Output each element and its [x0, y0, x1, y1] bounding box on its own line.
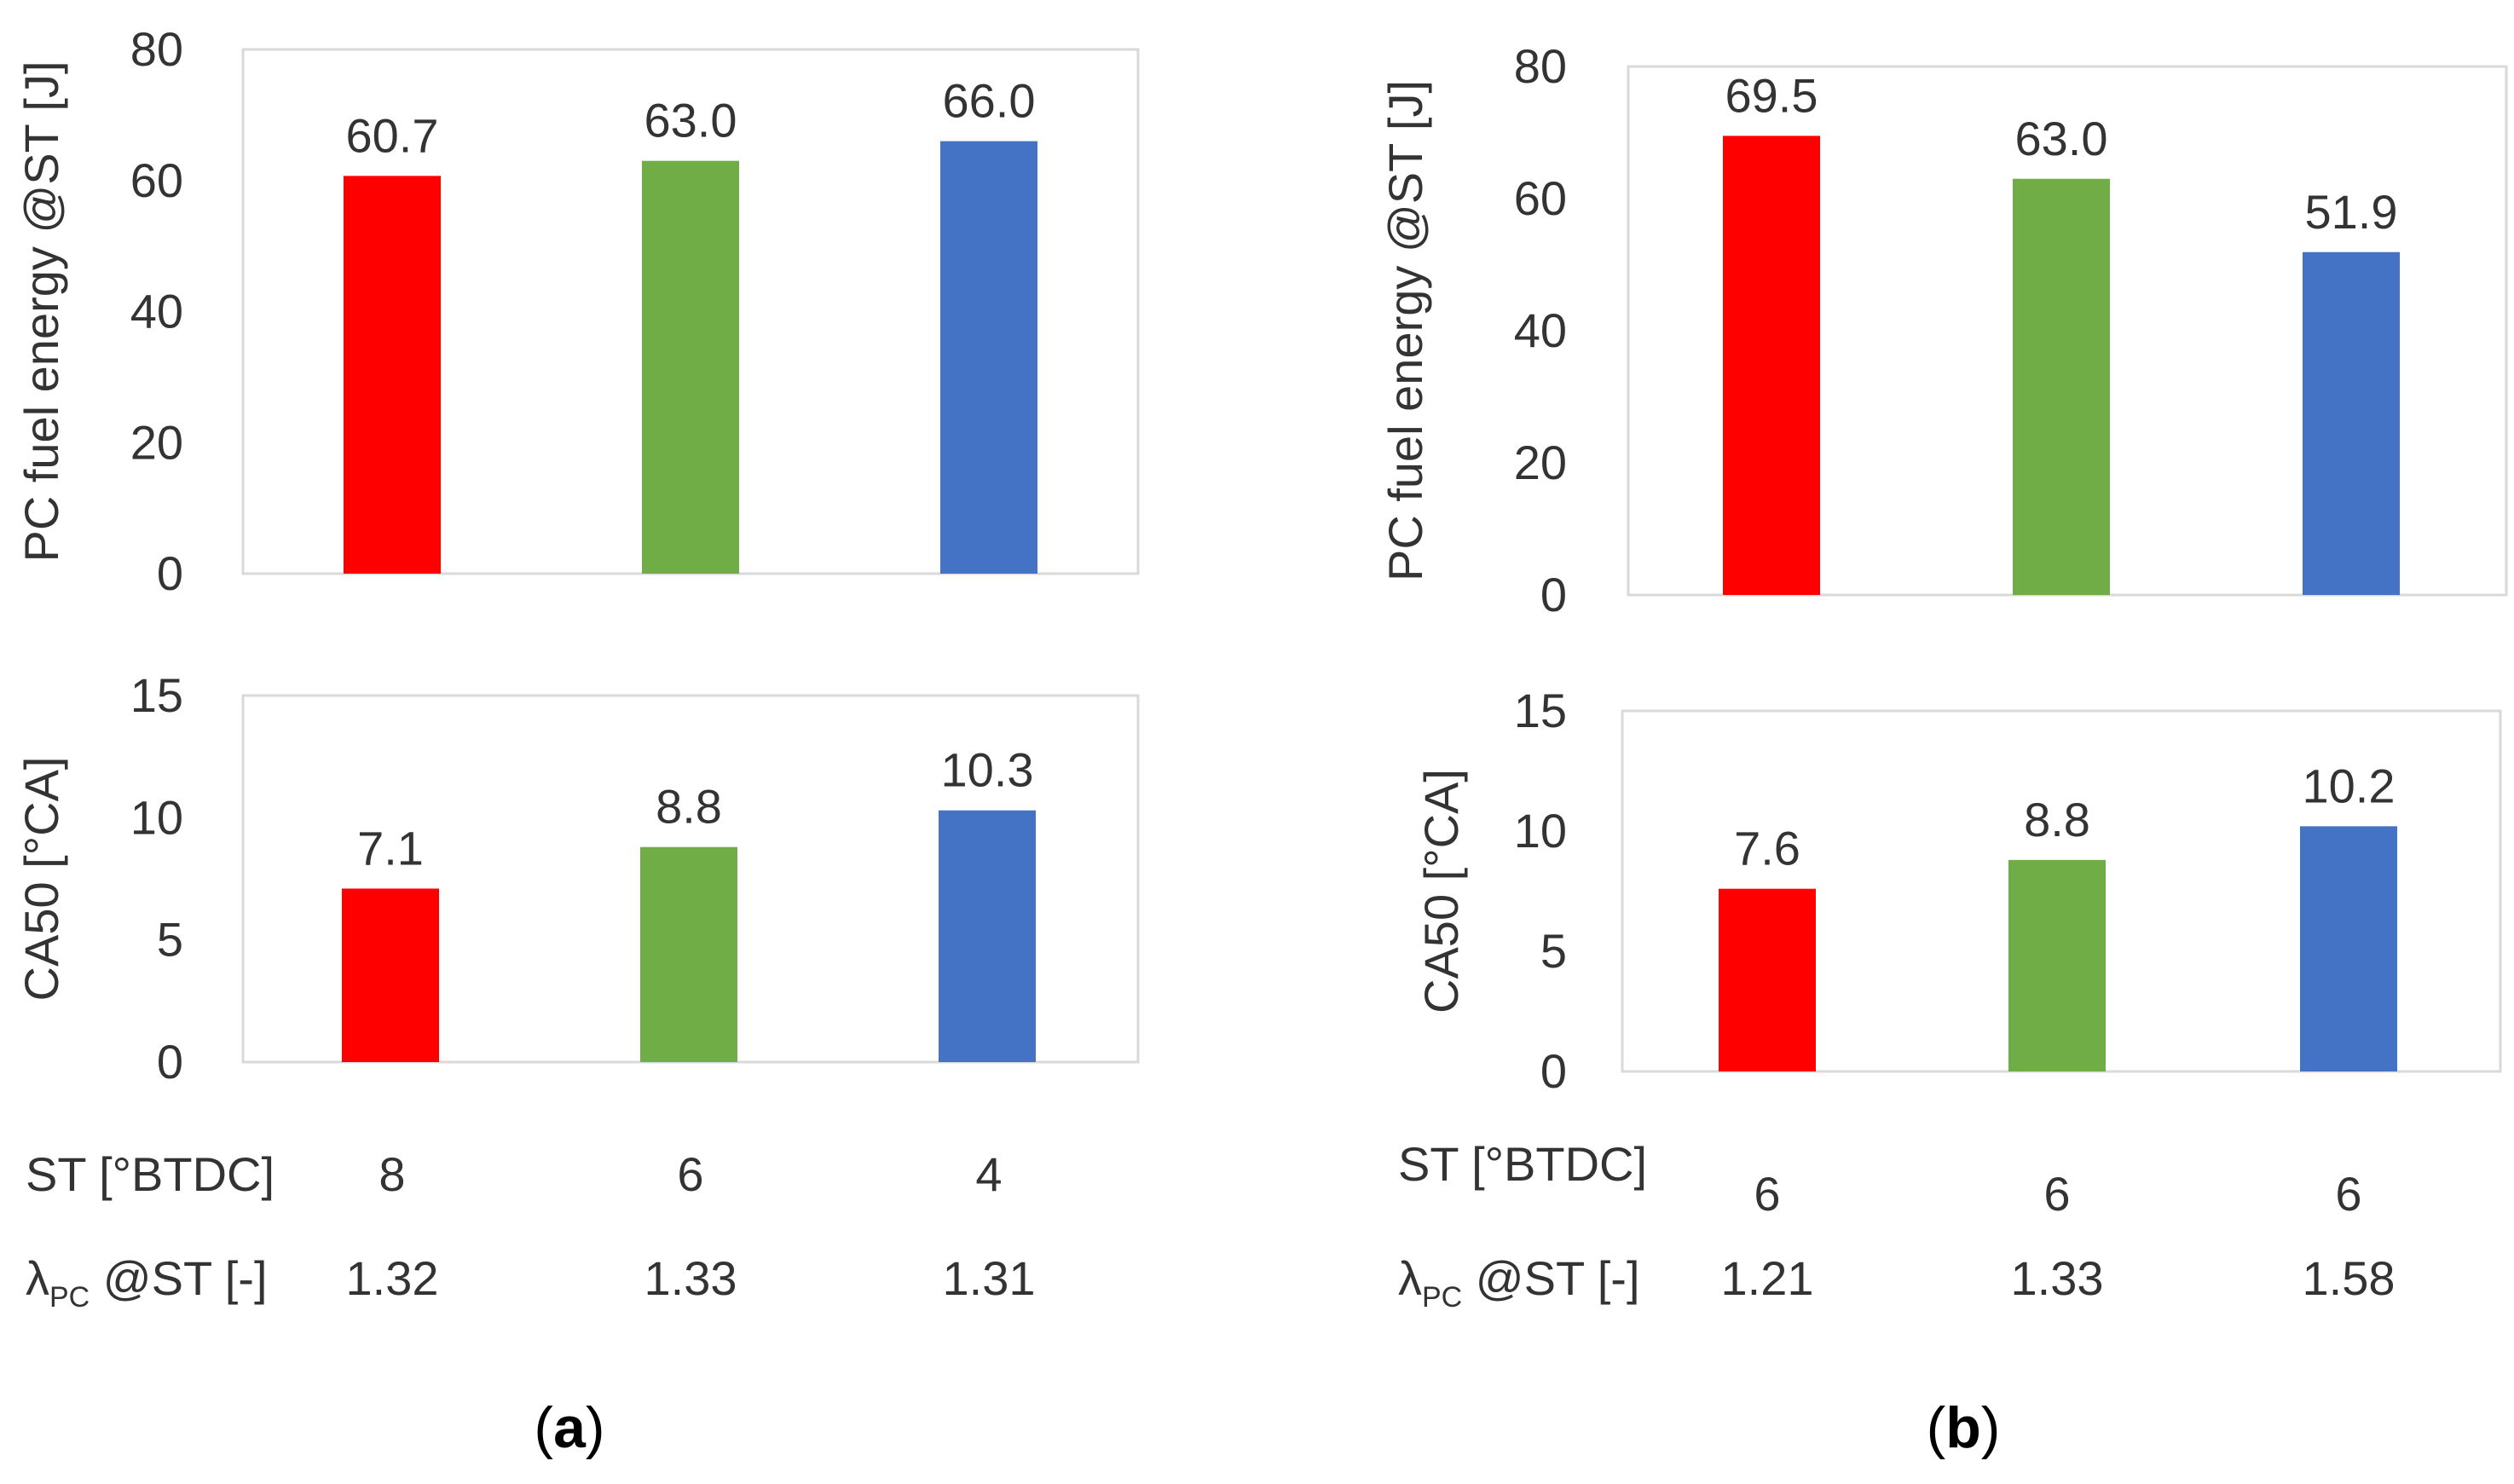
lambda-value-b-1: 1.21 [1721, 1251, 1814, 1305]
lambda-value-b-3: 1.58 [2303, 1251, 2396, 1305]
data-label-b-top-3: 51.9 [2305, 185, 2398, 239]
panel-caption-a-open: ( [534, 1395, 553, 1460]
y-tick-b-top-20: 20 [1514, 436, 1567, 489]
st-value-b-3: 6 [2335, 1167, 2361, 1221]
y-tick-b-top-60: 60 [1514, 171, 1567, 225]
panel-caption-b-letter: b [1945, 1395, 1981, 1460]
y-tick-b-bottom-0: 0 [1540, 1044, 1567, 1098]
st-value-b-1: 6 [1754, 1167, 1780, 1221]
data-label-a-bottom-3: 10.3 [941, 743, 1034, 797]
y-tick-a-bottom-5: 5 [157, 913, 183, 967]
data-label-b-top-1: 69.5 [1725, 68, 1818, 122]
st-value-a-3: 4 [975, 1147, 1002, 1201]
lambda-row-text-b: @ST [-] [1462, 1251, 1639, 1305]
y-tick-b-bottom-10: 10 [1514, 804, 1567, 857]
lambda-value-a-3: 1.31 [943, 1251, 1036, 1305]
panel-caption-a: (a) [534, 1395, 604, 1460]
st-value-a-1: 8 [379, 1147, 405, 1201]
bar-b-top-2 [2013, 178, 2110, 595]
lambda-symbol-b: λ [1398, 1251, 1422, 1305]
bar-b-bottom-3 [2300, 826, 2397, 1071]
y-tick-a-top-80: 80 [130, 22, 183, 76]
bar-a-bottom-3 [939, 810, 1036, 1062]
lambda-value-a-2: 1.33 [644, 1251, 737, 1305]
bar-a-top-2 [642, 160, 739, 574]
bar-b-bottom-2 [2008, 859, 2106, 1071]
y-axis-label-b-top: PC fuel energy @ST [J] [1378, 80, 1432, 581]
bar-a-bottom-2 [640, 846, 737, 1062]
bar-a-bottom-1 [342, 888, 439, 1062]
bar-b-bottom-1 [1719, 888, 1816, 1071]
y-tick-a-bottom-15: 15 [130, 668, 183, 722]
data-label-a-bottom-1: 7.1 [357, 821, 424, 875]
y-tick-a-top-0: 0 [157, 546, 183, 600]
y-tick-b-top-40: 40 [1514, 303, 1567, 357]
data-label-a-bottom-2: 8.8 [656, 780, 722, 834]
lambda-value-a-1: 1.32 [346, 1251, 439, 1305]
bar-a-top-3 [940, 141, 1037, 574]
bar-b-top-1 [1723, 136, 1820, 595]
y-tick-a-top-60: 60 [130, 153, 183, 207]
lambda-row-label-b: λPC @ST [-] [1398, 1251, 1640, 1314]
lambda-subscript-a: PC [49, 1281, 90, 1314]
bar-a-top-1 [344, 176, 441, 574]
panel-caption-b-close: ) [1981, 1395, 2001, 1460]
lambda-value-b-2: 1.33 [2011, 1251, 2104, 1305]
y-tick-b-top-0: 0 [1540, 568, 1567, 621]
bar-b-top-3 [2303, 251, 2400, 595]
data-label-b-top-2: 63.0 [2015, 112, 2108, 165]
st-value-a-2: 6 [677, 1147, 703, 1201]
y-axis-label-a-bottom: CA50 [°CA] [14, 757, 68, 1002]
data-label-b-bottom-3: 10.2 [2303, 759, 2396, 812]
lambda-symbol-a: λ [26, 1251, 49, 1305]
y-tick-a-top-40: 40 [130, 285, 183, 338]
st-value-b-2: 6 [2043, 1167, 2070, 1221]
data-label-a-top-2: 63.0 [644, 94, 737, 147]
y-tick-a-bottom-10: 10 [130, 790, 183, 844]
y-tick-a-bottom-0: 0 [157, 1035, 183, 1088]
panel-caption-a-letter: a [553, 1395, 587, 1460]
data-label-a-top-3: 66.0 [943, 74, 1036, 128]
y-tick-a-top-20: 20 [130, 415, 183, 469]
panel-caption-b: (b) [1927, 1395, 2001, 1460]
y-tick-b-top-80: 80 [1514, 39, 1567, 93]
y-axis-label-b-bottom: CA50 [°CA] [1414, 769, 1468, 1013]
y-axis-label-a-top: PC fuel energy @ST [J] [14, 61, 68, 562]
y-tick-b-bottom-5: 5 [1540, 924, 1567, 978]
lambda-subscript-b: PC [1422, 1281, 1462, 1314]
data-label-a-top-1: 60.7 [346, 108, 439, 162]
y-tick-b-bottom-15: 15 [1514, 684, 1567, 737]
data-label-b-bottom-1: 7.6 [1734, 822, 1800, 875]
panel-caption-a-close: ) [586, 1395, 605, 1460]
st-row-label-b: ST [°BTDC] [1398, 1137, 1647, 1191]
data-label-b-bottom-2: 8.8 [2024, 793, 2090, 846]
lambda-row-label-a: λPC @ST [-] [26, 1251, 268, 1314]
st-row-label-a: ST [°BTDC] [26, 1147, 275, 1201]
lambda-row-text-a: @ST [-] [90, 1251, 267, 1305]
panel-caption-b-open: ( [1927, 1395, 1946, 1460]
